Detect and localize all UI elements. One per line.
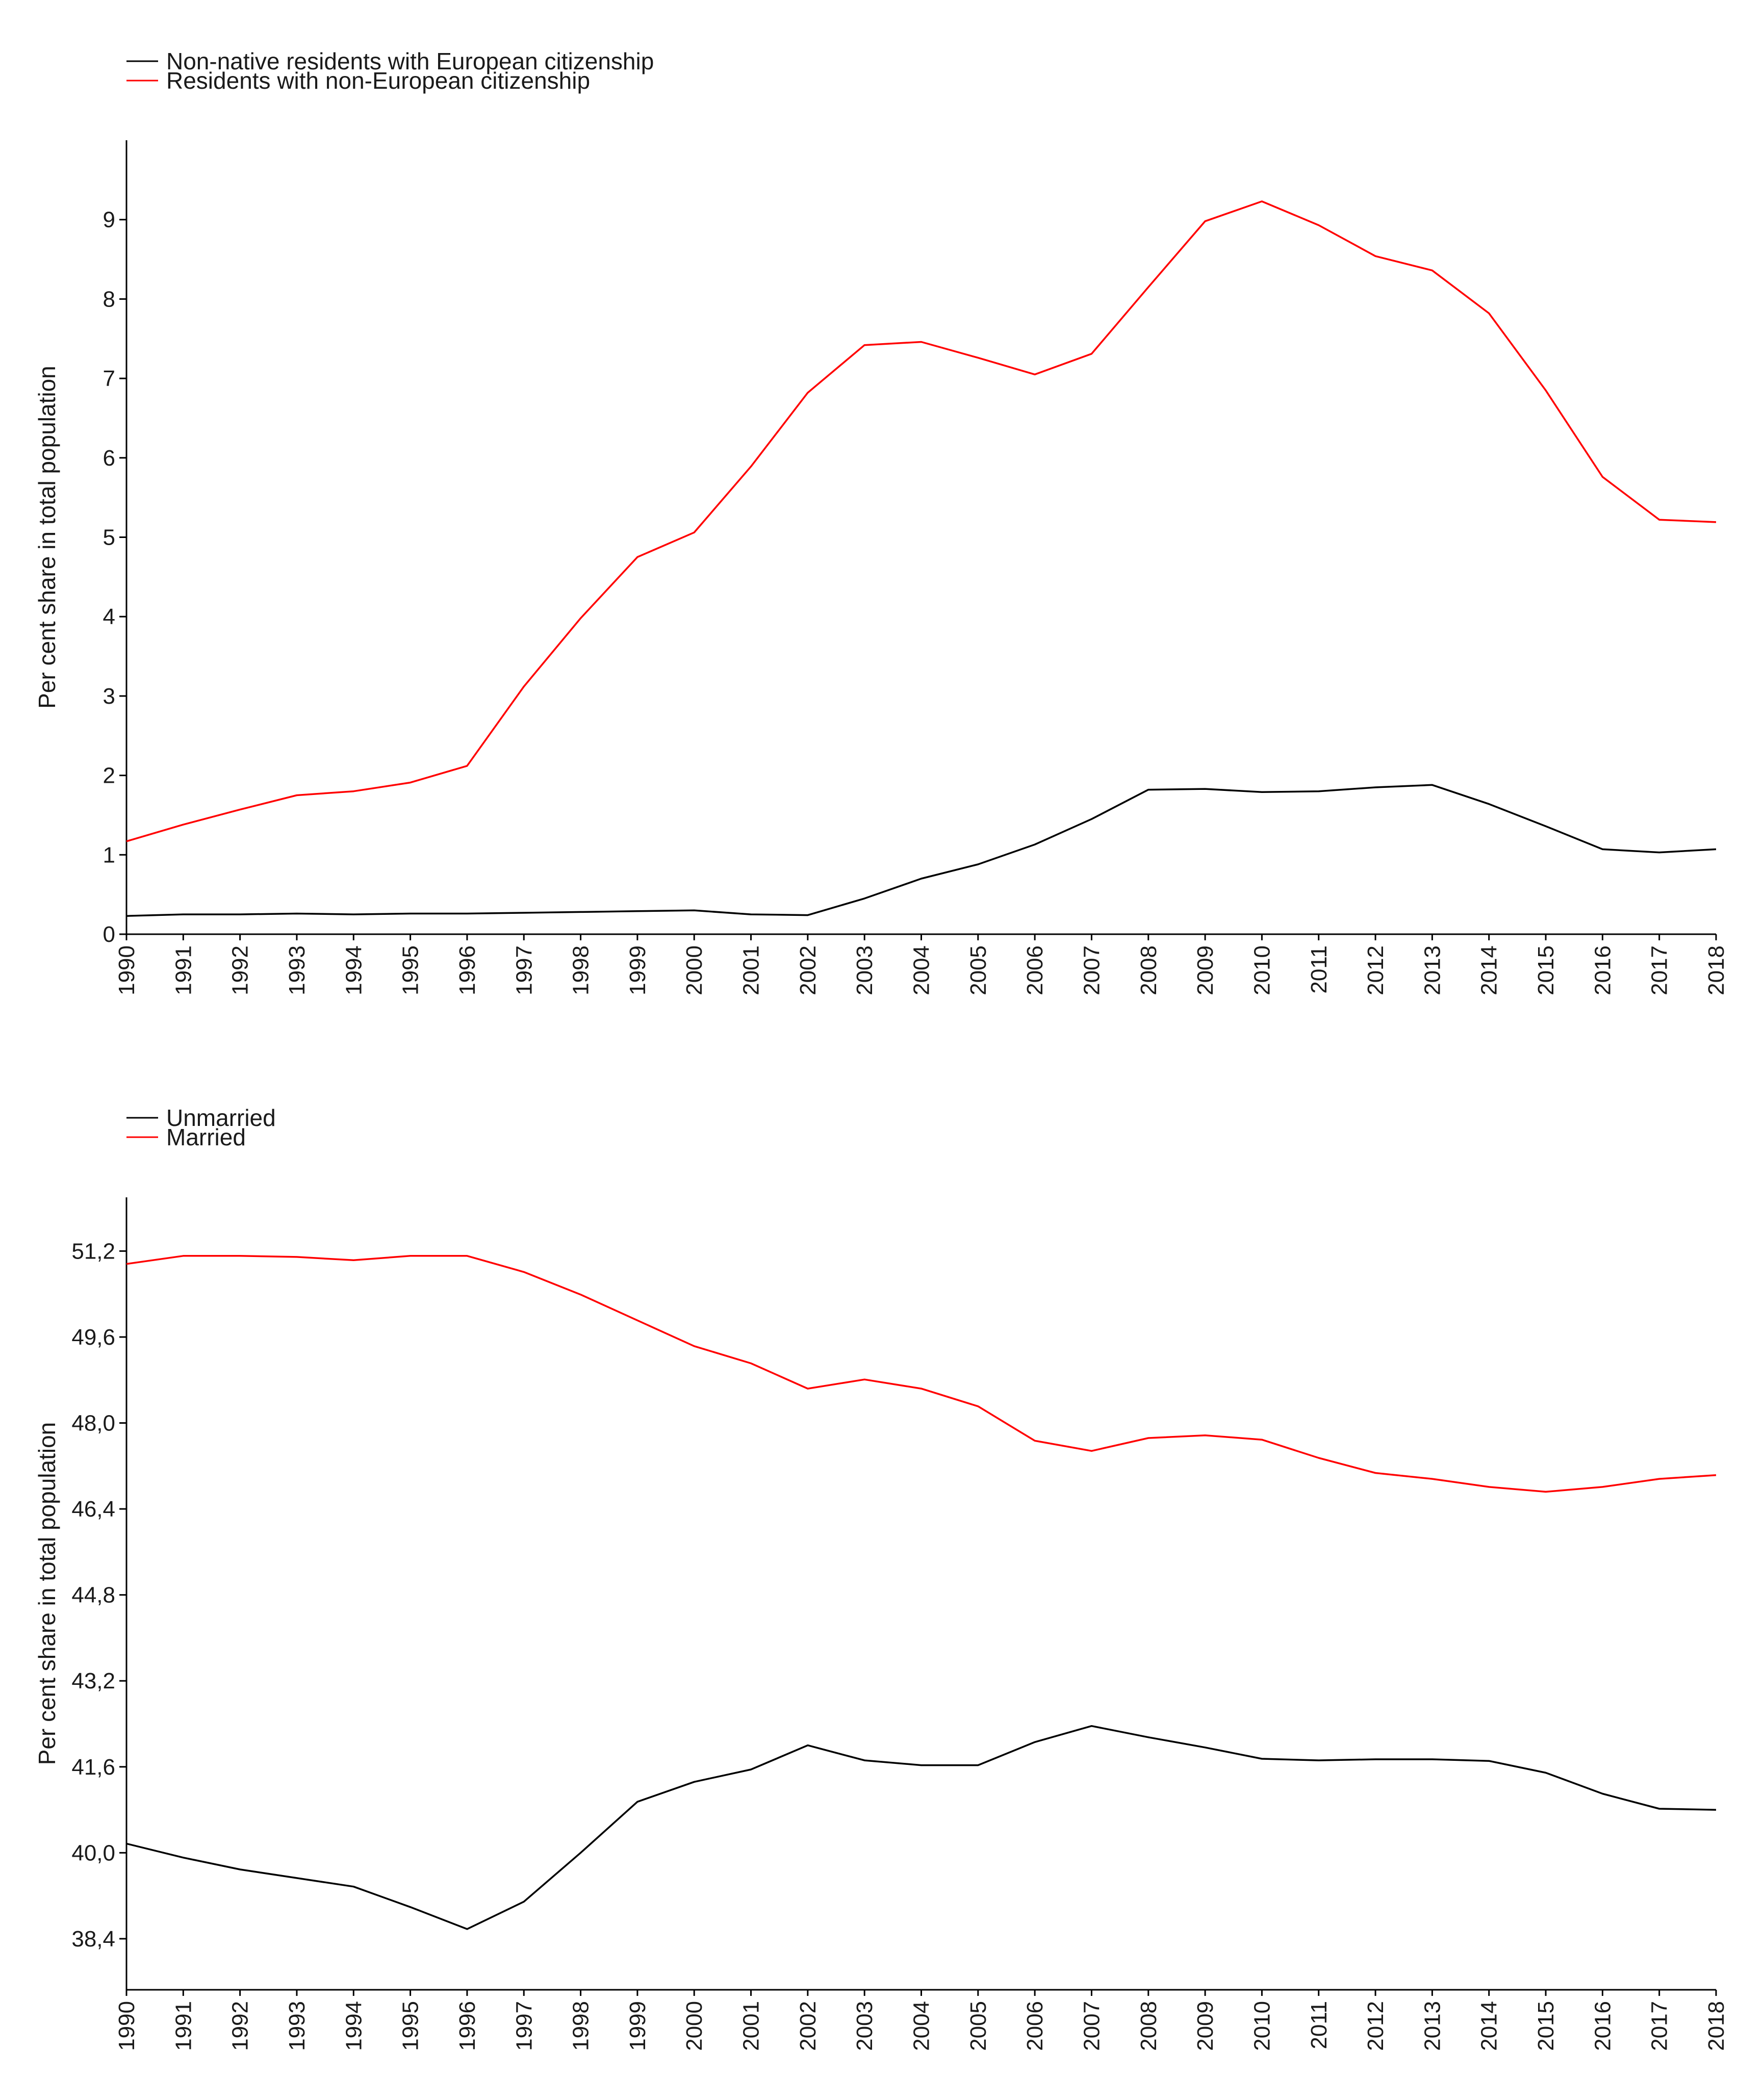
x-tick-label: 1994 [341, 2001, 366, 2051]
legend-label: Unmarried [166, 1105, 276, 1131]
x-tick-label: 1998 [569, 945, 594, 995]
legend-label: Married [166, 1124, 246, 1150]
y-tick-label: 44,8 [71, 1583, 115, 1608]
x-tick-label: 2007 [1079, 2001, 1104, 2051]
x-tick-label: 1993 [285, 945, 310, 995]
y-tick-label: 5 [103, 525, 115, 550]
y-tick-label: 48,0 [71, 1410, 115, 1435]
x-tick-label: 1994 [341, 945, 366, 995]
x-tick-label: 2013 [1420, 945, 1445, 995]
y-tick-label: 0 [103, 922, 115, 947]
x-tick-label: 2000 [682, 2001, 707, 2051]
x-tick-label: 1997 [512, 2001, 536, 2051]
x-tick-label: 2000 [682, 945, 707, 995]
x-tick-label: 2004 [909, 945, 934, 995]
x-tick-label: 1991 [171, 2001, 196, 2051]
x-tick-label: 2010 [1249, 945, 1274, 995]
x-tick-label: 2014 [1477, 2001, 1502, 2051]
x-tick-label: 1991 [171, 945, 196, 995]
y-tick-label: 4 [103, 604, 115, 629]
x-tick-label: 1997 [512, 945, 536, 995]
x-tick-label: 2003 [852, 2001, 877, 2051]
y-axis-title: Per cent share in total population [34, 1422, 60, 1765]
y-tick-label: 40,0 [71, 1840, 115, 1865]
x-tick-label: 1995 [398, 2001, 423, 2051]
y-tick-label: 38,4 [71, 1927, 115, 1952]
chart-panel-1: Non-native residents with European citiz… [34, 48, 1729, 995]
x-tick-label: 2007 [1079, 945, 1104, 995]
x-tick-label: 2017 [1647, 945, 1672, 995]
x-tick-label: 2018 [1704, 945, 1729, 995]
x-tick-label: 2005 [966, 945, 991, 995]
x-tick-label: 2002 [796, 945, 821, 995]
x-tick-label: 2011 [1307, 945, 1332, 994]
x-tick-label: 1999 [625, 2001, 650, 2051]
series-line [126, 1255, 1717, 1493]
x-tick-label: 2009 [1193, 2001, 1218, 2051]
x-tick-label: 1996 [455, 2001, 480, 2051]
y-tick-label: 1 [103, 842, 115, 867]
y-tick-label: 43,2 [71, 1669, 115, 1694]
y-tick-label: 51,2 [71, 1239, 115, 1264]
x-tick-label: 1995 [398, 945, 423, 995]
x-tick-label: 2018 [1704, 2001, 1729, 2051]
x-tick-label: 1992 [228, 2001, 253, 2051]
x-tick-label: 2014 [1477, 945, 1502, 995]
y-tick-label: 41,6 [71, 1755, 115, 1780]
x-tick-label: 2013 [1420, 2001, 1445, 2051]
x-tick-label: 2004 [909, 2001, 934, 2051]
x-tick-label: 2008 [1136, 2001, 1161, 2051]
x-tick-label: 2006 [1022, 2001, 1047, 2051]
legend-label: Non-native residents with European citiz… [166, 48, 654, 74]
x-tick-label: 2008 [1136, 945, 1161, 995]
x-tick-label: 1992 [228, 945, 253, 995]
x-tick-label: 2005 [966, 2001, 991, 2051]
y-tick-label: 7 [103, 366, 115, 391]
x-tick-label: 1999 [625, 945, 650, 995]
y-tick-label: 6 [103, 446, 115, 471]
x-tick-label: 2006 [1022, 945, 1047, 995]
series-line [126, 200, 1717, 842]
x-tick-label: 2001 [739, 2001, 764, 2051]
x-tick-label: 2003 [852, 945, 877, 995]
x-tick-label: 2010 [1249, 2001, 1274, 2051]
x-tick-label: 2012 [1363, 945, 1388, 995]
y-tick-label: 2 [103, 763, 115, 788]
y-tick-label: 9 [103, 208, 115, 233]
series-line [126, 784, 1717, 917]
x-tick-label: 1996 [455, 945, 480, 995]
x-tick-label: 2009 [1193, 945, 1218, 995]
y-tick-label: 8 [103, 287, 115, 312]
x-tick-label: 1990 [114, 2001, 139, 2051]
x-tick-label: 2012 [1363, 2001, 1388, 2051]
series-line [126, 1725, 1717, 1930]
x-tick-label: 2015 [1533, 2001, 1558, 2051]
x-tick-label: 2015 [1533, 945, 1558, 995]
x-tick-label: 2016 [1590, 945, 1615, 995]
y-tick-label: 46,4 [71, 1497, 115, 1522]
x-tick-label: 2016 [1590, 2001, 1615, 2051]
x-tick-label: 2002 [796, 2001, 821, 2051]
x-tick-label: 1993 [285, 2001, 310, 2051]
legend-label: Residents with non-European citizenship [166, 67, 590, 94]
x-tick-label: 1998 [569, 2001, 594, 2051]
x-tick-label: 2011 [1307, 2001, 1332, 2049]
y-tick-label: 3 [103, 684, 115, 709]
x-tick-label: 2017 [1647, 2001, 1672, 2051]
x-tick-label: 1990 [114, 945, 139, 995]
x-tick-label: 2001 [739, 945, 764, 995]
y-axis-title: Per cent share in total population [34, 366, 60, 709]
y-tick-label: 49,6 [71, 1325, 115, 1350]
